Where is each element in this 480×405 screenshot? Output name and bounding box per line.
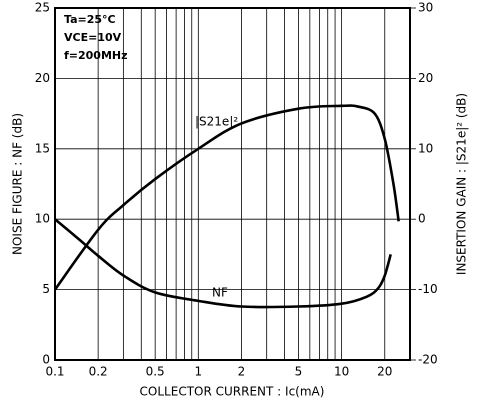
y2-tick-label: 20: [418, 71, 433, 85]
x-tick-label: 1: [194, 365, 202, 379]
series-line: [54, 218, 392, 309]
y2-tick-label: 0: [418, 212, 426, 226]
y-tick-label: 10: [35, 212, 50, 226]
y2-tick-label: 30: [418, 1, 433, 15]
annotation: f=200MHz: [64, 49, 128, 62]
annotation: Ta=25°C: [64, 13, 116, 26]
x-tick-label: 0.5: [146, 365, 165, 379]
y-tick-label: 25: [35, 1, 50, 15]
y-axis-label: NOISE FIGURE : NF (dB): [11, 113, 25, 255]
x-tick-label: 0.1: [45, 365, 64, 379]
plot-frame: [54, 7, 411, 361]
x-tick-label: 0.2: [89, 365, 108, 379]
x-tick-label: 20: [377, 365, 392, 379]
x-tick-label: 5: [295, 365, 303, 379]
series-label: |S21e|²: [195, 115, 238, 129]
y-tick-label: 15: [35, 141, 50, 155]
y-tick-label: 20: [35, 71, 50, 85]
series-line: [53, 104, 400, 291]
y2-tick-label: 10: [418, 141, 433, 155]
series-label: NF: [212, 286, 228, 300]
x-axis-label: COLLECTOR CURRENT : Ic(mA): [140, 385, 325, 399]
x-tick-label: 2: [238, 365, 246, 379]
annotation: VCE=10V: [64, 31, 122, 44]
y-tick-label: 0: [42, 353, 50, 367]
y2-axis-label: INSERTION GAIN : |S21e|² (dB): [455, 93, 469, 275]
x-tick-label: 10: [334, 365, 349, 379]
y2-tick-label: -10: [418, 282, 438, 296]
y2-tick-label: -20: [418, 353, 438, 367]
y-tick-label: 5: [42, 282, 50, 296]
